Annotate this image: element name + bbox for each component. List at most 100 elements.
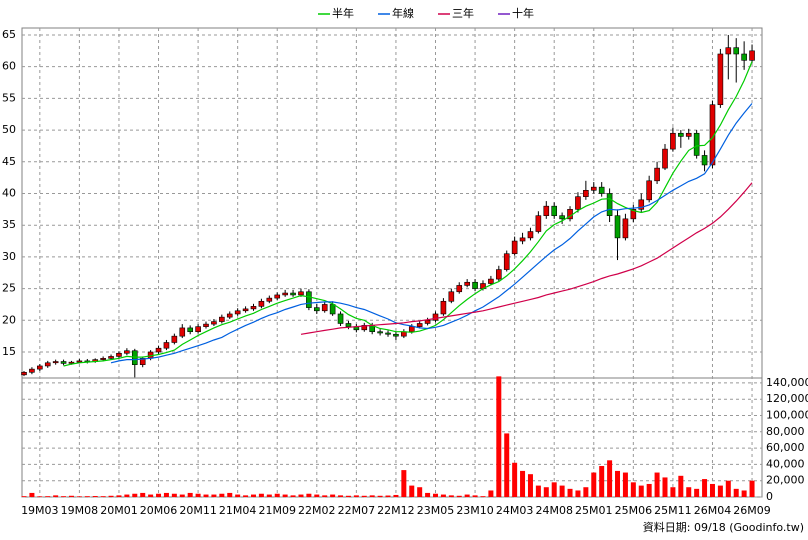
candle-body	[52, 361, 59, 364]
candle-body	[432, 313, 439, 321]
candle-body	[535, 215, 542, 232]
x-tick-label: 21M04	[219, 504, 257, 517]
volume-bar	[512, 462, 518, 497]
volume-bar	[227, 492, 233, 497]
volume-bar	[717, 485, 723, 497]
candle-body	[361, 325, 368, 331]
candle-body	[448, 291, 455, 302]
candle-body	[155, 347, 162, 353]
volume-bar	[464, 494, 470, 497]
candle-body	[559, 215, 565, 220]
candle-body	[139, 358, 146, 365]
candle-body	[44, 362, 51, 367]
candle-body	[701, 155, 708, 166]
x-tick-label: 26M09	[733, 504, 771, 517]
candle-body	[21, 371, 27, 376]
volume-bar	[709, 483, 715, 497]
y2-tick-label: 40,000	[766, 457, 805, 470]
volume-bar	[29, 492, 35, 497]
volume-bar	[100, 496, 106, 497]
volume-bar	[615, 470, 621, 497]
candle-body	[614, 215, 621, 239]
volume-bar	[733, 488, 739, 497]
candle-body	[226, 313, 233, 318]
legend-label: 半年	[332, 6, 354, 20]
candle-body	[171, 335, 178, 343]
volume-bar	[559, 485, 565, 497]
candle-body	[456, 285, 463, 293]
volume-bar	[646, 483, 652, 497]
candle-body	[670, 132, 676, 150]
x-tick-label: 23M05	[417, 504, 455, 517]
candle-body	[282, 292, 288, 296]
candle-body	[29, 368, 35, 373]
y2-tick-label: 60,000	[766, 441, 805, 454]
y-tick-label: 50	[2, 123, 16, 136]
candle-body	[250, 306, 257, 310]
candle-body	[741, 53, 747, 61]
candle-body	[503, 253, 510, 270]
candle-body	[187, 327, 193, 333]
volume-bar	[504, 433, 510, 497]
volume-bar	[456, 495, 462, 497]
volume-bar	[591, 472, 597, 497]
ma-line	[110, 103, 753, 364]
candle-body	[638, 199, 645, 210]
y-tick-label: 55	[2, 91, 16, 104]
volume-bar	[330, 494, 336, 497]
volume-bar	[235, 494, 241, 497]
y2-tick-label: 80,000	[766, 425, 805, 438]
volume-bar	[37, 496, 43, 497]
plot-frame	[21, 27, 763, 498]
volume-bar	[53, 495, 59, 497]
volume-bar	[124, 494, 130, 497]
y-tick-label: 40	[2, 186, 16, 199]
candle-body	[377, 331, 383, 334]
candle-body	[606, 193, 613, 216]
volume-bar	[314, 494, 320, 497]
volume-bar	[425, 492, 431, 497]
volume-bar	[132, 493, 138, 497]
volume-bar	[266, 494, 272, 497]
volume-bar	[377, 495, 383, 497]
x-tick-label: 22M02	[298, 504, 336, 517]
volume-bar	[393, 494, 399, 497]
volume-bar	[488, 490, 494, 497]
x-tick-label: 20M06	[140, 504, 178, 517]
volume-bar	[140, 492, 146, 497]
candle-body	[68, 361, 75, 364]
candle-body	[583, 190, 589, 197]
volume-bar	[670, 487, 676, 497]
candle-body	[124, 350, 130, 354]
candle-body	[219, 316, 225, 322]
volume-bar	[472, 495, 478, 497]
x-tick-label: 24M03	[496, 504, 534, 517]
candle-body	[654, 167, 660, 182]
candle-body	[733, 47, 740, 55]
volume-bar	[250, 494, 256, 497]
volume-bar	[749, 480, 755, 497]
volume-bar	[298, 494, 304, 497]
candle-body	[290, 292, 296, 296]
y2-tick-label: 100,000	[766, 408, 808, 421]
candle-body	[511, 240, 518, 255]
candle-body	[179, 327, 186, 337]
volume-bar	[440, 494, 446, 497]
y-tick-label: 20	[2, 313, 16, 326]
candle-body	[440, 300, 447, 315]
volume-bar	[195, 493, 201, 497]
volume-bar	[163, 492, 169, 497]
candle-body	[76, 360, 83, 363]
volume-bar	[179, 494, 185, 497]
x-tick-label: 20M01	[100, 504, 138, 517]
volume-bar	[409, 485, 415, 497]
volume-bar	[274, 493, 280, 497]
candle-body	[195, 326, 201, 333]
volume-bar	[741, 490, 747, 497]
candle-body	[385, 332, 391, 335]
volume-bar	[68, 495, 74, 497]
candle-body	[749, 50, 755, 61]
candle-body	[543, 205, 550, 216]
candle-body	[717, 53, 724, 106]
